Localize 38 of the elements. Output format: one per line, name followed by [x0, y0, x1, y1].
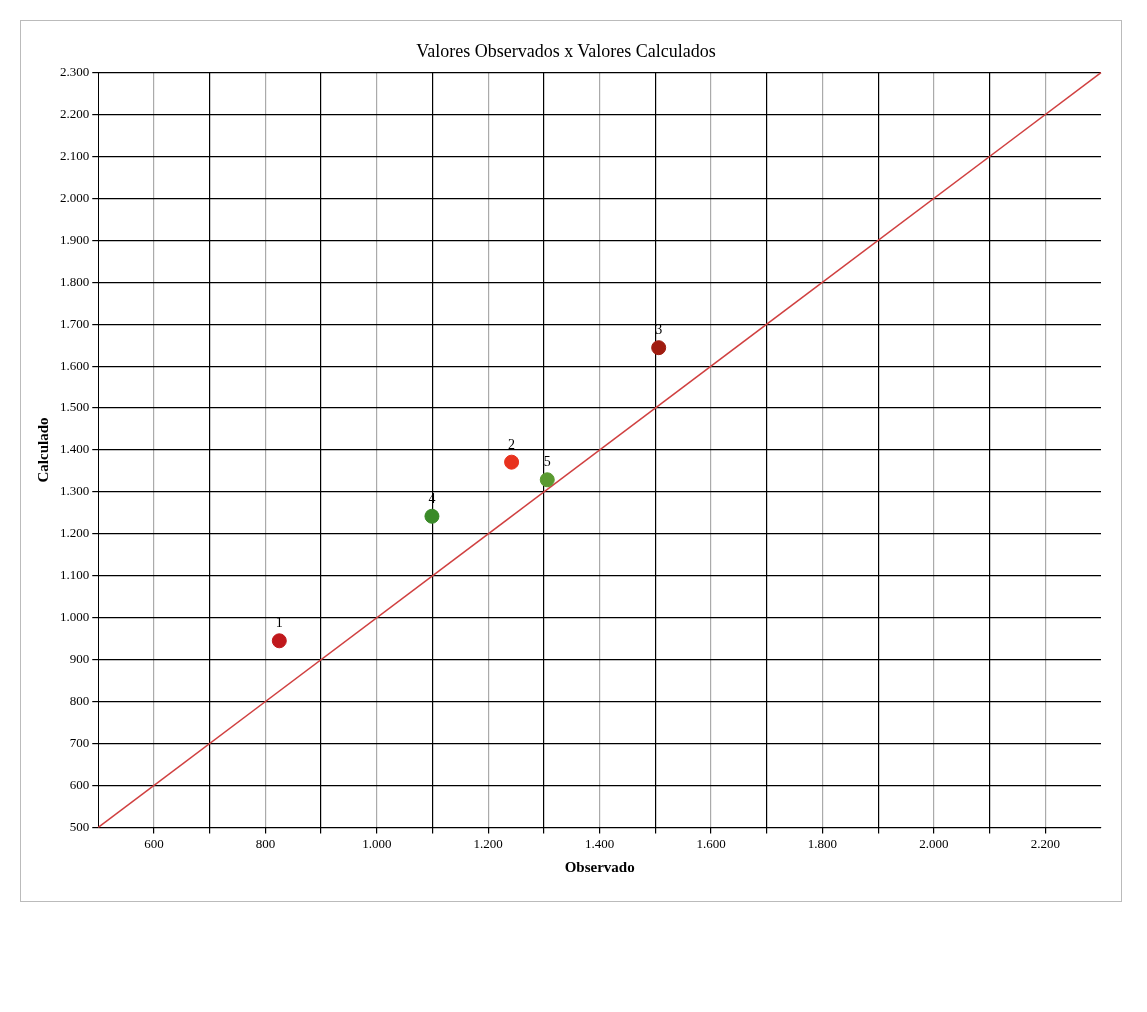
x-tick-label: 600 — [144, 835, 164, 851]
point — [424, 508, 440, 524]
y-tick-label: 1.500 — [60, 399, 90, 415]
y-tick-label: 600 — [69, 776, 90, 792]
x-tick-label: 1.000 — [362, 835, 392, 851]
y-tick-label: 1.100 — [60, 567, 90, 583]
y-tick-label: 2.300 — [60, 64, 90, 80]
y-tick-label: 1.900 — [60, 231, 90, 247]
y-tick-label: 500 — [69, 818, 90, 834]
annotation: 2 — [508, 436, 516, 452]
chart-title: Valores Observados x Valores Calculados — [416, 40, 716, 61]
x-tick-label: 1.600 — [696, 835, 726, 851]
y-tick-label: 1.200 — [60, 525, 90, 541]
y-tick-label: 700 — [69, 734, 90, 750]
x-tick-label: 1.800 — [807, 835, 838, 851]
y-tick-label: 2.200 — [60, 105, 90, 121]
y-tick-label: 1.600 — [60, 357, 90, 373]
point — [651, 340, 667, 356]
x-tick-label: 1.200 — [473, 835, 503, 851]
y-tick-label: 1.800 — [60, 273, 90, 289]
x-tick-label: 1.400 — [585, 835, 615, 851]
point — [539, 472, 555, 488]
x-tick-label: 2.000 — [919, 835, 949, 851]
annotation: 5 — [543, 454, 551, 470]
x-tick-label: 2.200 — [1030, 835, 1060, 851]
point — [271, 633, 287, 649]
x-axis-title: Observado — [564, 858, 635, 875]
point — [504, 454, 520, 470]
y-tick-label: 2.100 — [60, 147, 90, 163]
y-tick-label: 900 — [69, 651, 90, 667]
y-tick-label: 1.000 — [60, 609, 90, 625]
y-tick-label: 1.400 — [60, 441, 90, 457]
y-axis-title: Calculado — [34, 417, 51, 483]
y-tick-label: 800 — [69, 693, 90, 709]
y-tick-label: 1.300 — [60, 483, 90, 499]
y-tick-label: 2.000 — [60, 189, 90, 205]
y-tick-label: 1.700 — [60, 315, 90, 331]
x-tick-label: 800 — [255, 835, 276, 851]
